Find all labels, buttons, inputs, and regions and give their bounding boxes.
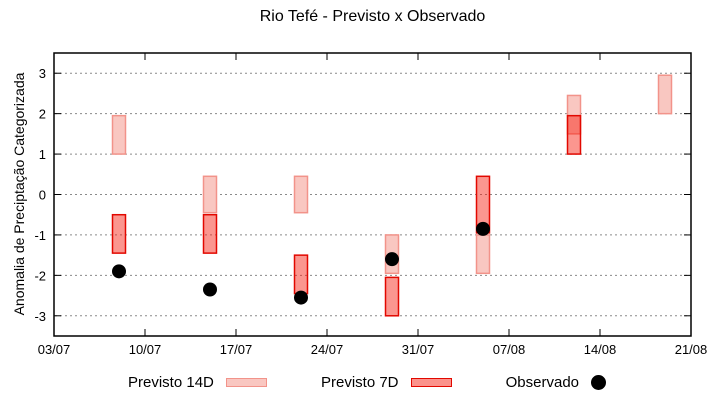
previsto-7d-box	[566, 114, 582, 155]
x-tick-label: 10/07	[129, 342, 162, 357]
previsto-14d-box	[202, 175, 218, 214]
previsto-14d-box	[293, 175, 309, 214]
x-tick-label: 31/07	[402, 342, 435, 357]
legend-label-previsto-14d: Previsto 14D	[128, 373, 214, 391]
x-tick-label: 14/08	[584, 342, 617, 357]
previsto-14d-box	[657, 74, 673, 115]
legend: Previsto 14D Previsto 7D Observado	[128, 369, 606, 395]
previsto-7d-box	[384, 276, 400, 317]
y-tick-label: -1	[34, 228, 46, 243]
y-axis-label: Anomalia de Preciptação Categorizada	[11, 72, 27, 316]
x-tick-label: 03/07	[38, 342, 71, 357]
previsto-7d-box	[202, 213, 218, 254]
previsto-14d-box	[475, 234, 491, 275]
observado-dot	[112, 264, 126, 279]
previsto-14d-swatch-icon	[225, 377, 267, 387]
chart-title: Rio Tefé - Previsto x Observado	[259, 8, 486, 25]
y-tick-label: 0	[39, 188, 46, 203]
observado-dot	[294, 290, 308, 305]
x-tick-label: 21/08	[675, 342, 708, 357]
previsto-14d-box	[566, 94, 582, 135]
observado-swatch-icon	[591, 374, 606, 390]
legend-label-observado: Observado	[505, 373, 579, 391]
y-tick-label: 1	[39, 147, 46, 162]
legend-label-previsto-7d: Previsto 7D	[320, 373, 399, 391]
legend-item-previsto-7d: Previsto 7D	[321, 374, 452, 391]
previsto-14d-box	[111, 114, 127, 155]
y-tick-label: 2	[39, 107, 46, 122]
legend-item-previsto-14d: Previsto 14D	[128, 374, 267, 391]
x-tick-label: 17/07	[220, 342, 253, 357]
y-tick-label: 3	[39, 66, 46, 81]
y-tick-label: -2	[34, 268, 46, 283]
observado-dot	[203, 282, 217, 297]
observado-dot	[476, 221, 490, 236]
previsto-7d-swatch-icon	[410, 377, 452, 387]
x-tick-label: 24/07	[311, 342, 344, 357]
y-tick-label: -3	[34, 309, 46, 324]
observado-dot	[385, 252, 399, 267]
previsto-7d-box	[293, 254, 309, 295]
previsto-7d-box	[111, 213, 127, 254]
legend-item-observado: Observado	[506, 374, 606, 391]
plot-border	[53, 52, 692, 337]
x-tick-label: 07/08	[493, 342, 526, 357]
